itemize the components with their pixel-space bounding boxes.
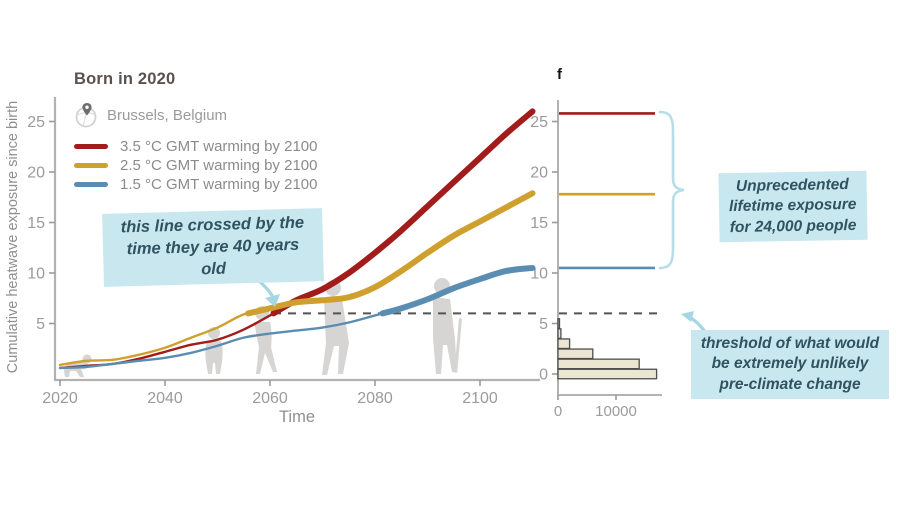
legend-label: 3.5 °C GMT warming by 2100 — [120, 137, 318, 155]
annotation-unprecedented: Unprecedented lifetime exposure for 24,0… — [700, 170, 886, 243]
svg-text:20: 20 — [530, 165, 548, 182]
location-row: Brussels, Belgium — [74, 102, 227, 128]
annotation-threshold: threshold of what would be extremely unl… — [684, 330, 896, 400]
legend-item-3-5c: 3.5 °C GMT warming by 2100 — [74, 137, 318, 155]
svg-text:2080: 2080 — [357, 390, 393, 407]
elderly-with-cane-silhouette — [433, 278, 462, 374]
svg-text:25: 25 — [530, 114, 548, 131]
x-axis-title: Time — [278, 408, 316, 426]
legend-label: 2.5 °C GMT warming by 2100 — [120, 156, 318, 174]
legend-label: 1.5 °C GMT warming by 2100 — [120, 175, 318, 193]
legend-item-1-5c: 1.5 °C GMT warming by 2100 — [74, 175, 318, 193]
annotation-unprecedented-text: Unprecedented lifetime exposure for 24,0… — [718, 170, 868, 243]
location-label: Brussels, Belgium — [107, 106, 228, 124]
svg-text:15: 15 — [27, 215, 45, 232]
legend-swatch-2-5c — [74, 162, 108, 168]
annotation-crossed-40: this line crossed by the time they are 4… — [102, 208, 324, 288]
annotation-crossed-40-text: this line crossed by the time they are 4… — [102, 208, 324, 288]
axes-and-ticks: 2020 2040 2060 2080 210051015202505101520250… — [27, 97, 662, 420]
svg-text:10000: 10000 — [595, 403, 637, 420]
svg-text:5: 5 — [36, 316, 45, 333]
svg-text:5: 5 — [539, 316, 548, 333]
svg-text:2040: 2040 — [147, 390, 183, 407]
final-exposure-lines — [559, 112, 655, 270]
scenario-curves — [58, 108, 536, 370]
annotation-threshold-text: threshold of what would be extremely unl… — [690, 330, 890, 400]
legend: 3.5 °C GMT warming by 2100 2.5 °C GMT wa… — [74, 137, 318, 193]
location-pin-icon — [75, 103, 97, 128]
svg-text:0: 0 — [554, 403, 562, 420]
svg-text:2060: 2060 — [252, 390, 288, 407]
panel-f-label: f — [557, 66, 562, 83]
y-axis-title: Cumulative heatwave exposure since birth — [5, 100, 21, 374]
chart-title: Born in 2020 — [74, 70, 176, 88]
svg-text:0: 0 — [539, 367, 548, 384]
legend-item-2-5c: 2.5 °C GMT warming by 2100 — [74, 156, 318, 174]
svg-text:15: 15 — [530, 215, 548, 232]
toddler-silhouette — [205, 327, 223, 374]
legend-swatch-1-5c — [74, 181, 108, 187]
svg-text:25: 25 — [27, 114, 45, 131]
exposure-histogram — [557, 318, 658, 380]
svg-text:20: 20 — [27, 165, 45, 182]
svg-text:10: 10 — [27, 266, 45, 283]
svg-text:2020: 2020 — [42, 390, 78, 407]
svg-text:2100: 2100 — [462, 390, 498, 407]
legend-swatch-3-5c — [74, 143, 108, 149]
curly-brace — [658, 110, 685, 270]
